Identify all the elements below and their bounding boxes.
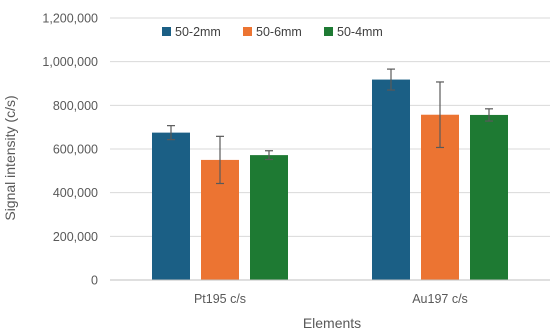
y-tick-label: 1,000,000 <box>42 55 98 69</box>
y-tick-label: 0 <box>91 274 98 288</box>
x-tick-labels: Pt195 c/s Au197 c/s <box>194 292 468 306</box>
bar-50-4mm-1 <box>470 114 508 280</box>
bar-50-2mm-1 <box>372 79 410 280</box>
legend: 50-2mm 50-6mm 50-4mm <box>162 25 383 39</box>
error-bars <box>167 68 493 185</box>
legend-label: 50-6mm <box>256 25 302 39</box>
x-tick-label: Au197 c/s <box>412 292 468 306</box>
bar-50-4mm-0 <box>250 155 288 280</box>
y-tick-label: 400,000 <box>53 186 98 200</box>
bar-50-2mm-0 <box>152 132 190 280</box>
legend-label: 50-2mm <box>175 25 221 39</box>
y-tick-label: 200,000 <box>53 230 98 244</box>
x-tick-label: Pt195 c/s <box>194 292 246 306</box>
bars <box>152 79 508 280</box>
y-tick-label: 800,000 <box>53 99 98 113</box>
y-tick-label: 600,000 <box>53 143 98 157</box>
x-axis-title: Elements <box>303 315 361 331</box>
legend-swatch-50-4mm <box>324 27 333 36</box>
legend-swatch-50-6mm <box>243 27 252 36</box>
y-axis-title: Signal intensity (c/s) <box>2 95 18 220</box>
y-tick-label: 1,200,000 <box>42 12 98 26</box>
y-tick-labels: 0 200,000 400,000 600,000 800,000 1,000,000 1,… <box>42 12 98 288</box>
legend-swatch-50-2mm <box>162 27 171 36</box>
legend-label: 50-4mm <box>337 25 383 39</box>
